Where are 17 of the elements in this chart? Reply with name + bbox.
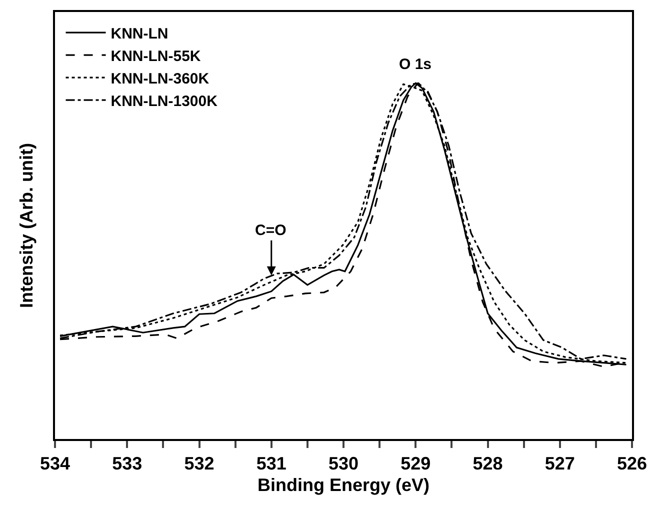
legend-label: KNN-LN-55K: [110, 48, 201, 65]
x-tick-label: 527: [544, 454, 575, 474]
x-tick-label: 528: [472, 454, 503, 474]
x-tick-label: 530: [328, 454, 359, 474]
annotation: O 1s: [399, 56, 432, 73]
annotation: C=O: [255, 222, 287, 239]
x-tick-label: 534: [40, 454, 70, 474]
legend-label: KNN-LN: [110, 25, 168, 42]
legend-label: KNN-LN-1300K: [110, 92, 218, 110]
x-tick-label: 532: [184, 454, 214, 474]
x-tick-label: 531: [256, 454, 286, 474]
x-tick-label: 533: [112, 454, 142, 474]
y-axis-title: Intensity (Arb. unit): [16, 143, 37, 308]
legend-label: KNN-LN-360K: [110, 70, 210, 88]
x-tick-label: 526: [616, 454, 648, 474]
x-axis-title: Binding Energy (eV): [257, 475, 430, 496]
x-tick-label: 529: [400, 454, 431, 474]
